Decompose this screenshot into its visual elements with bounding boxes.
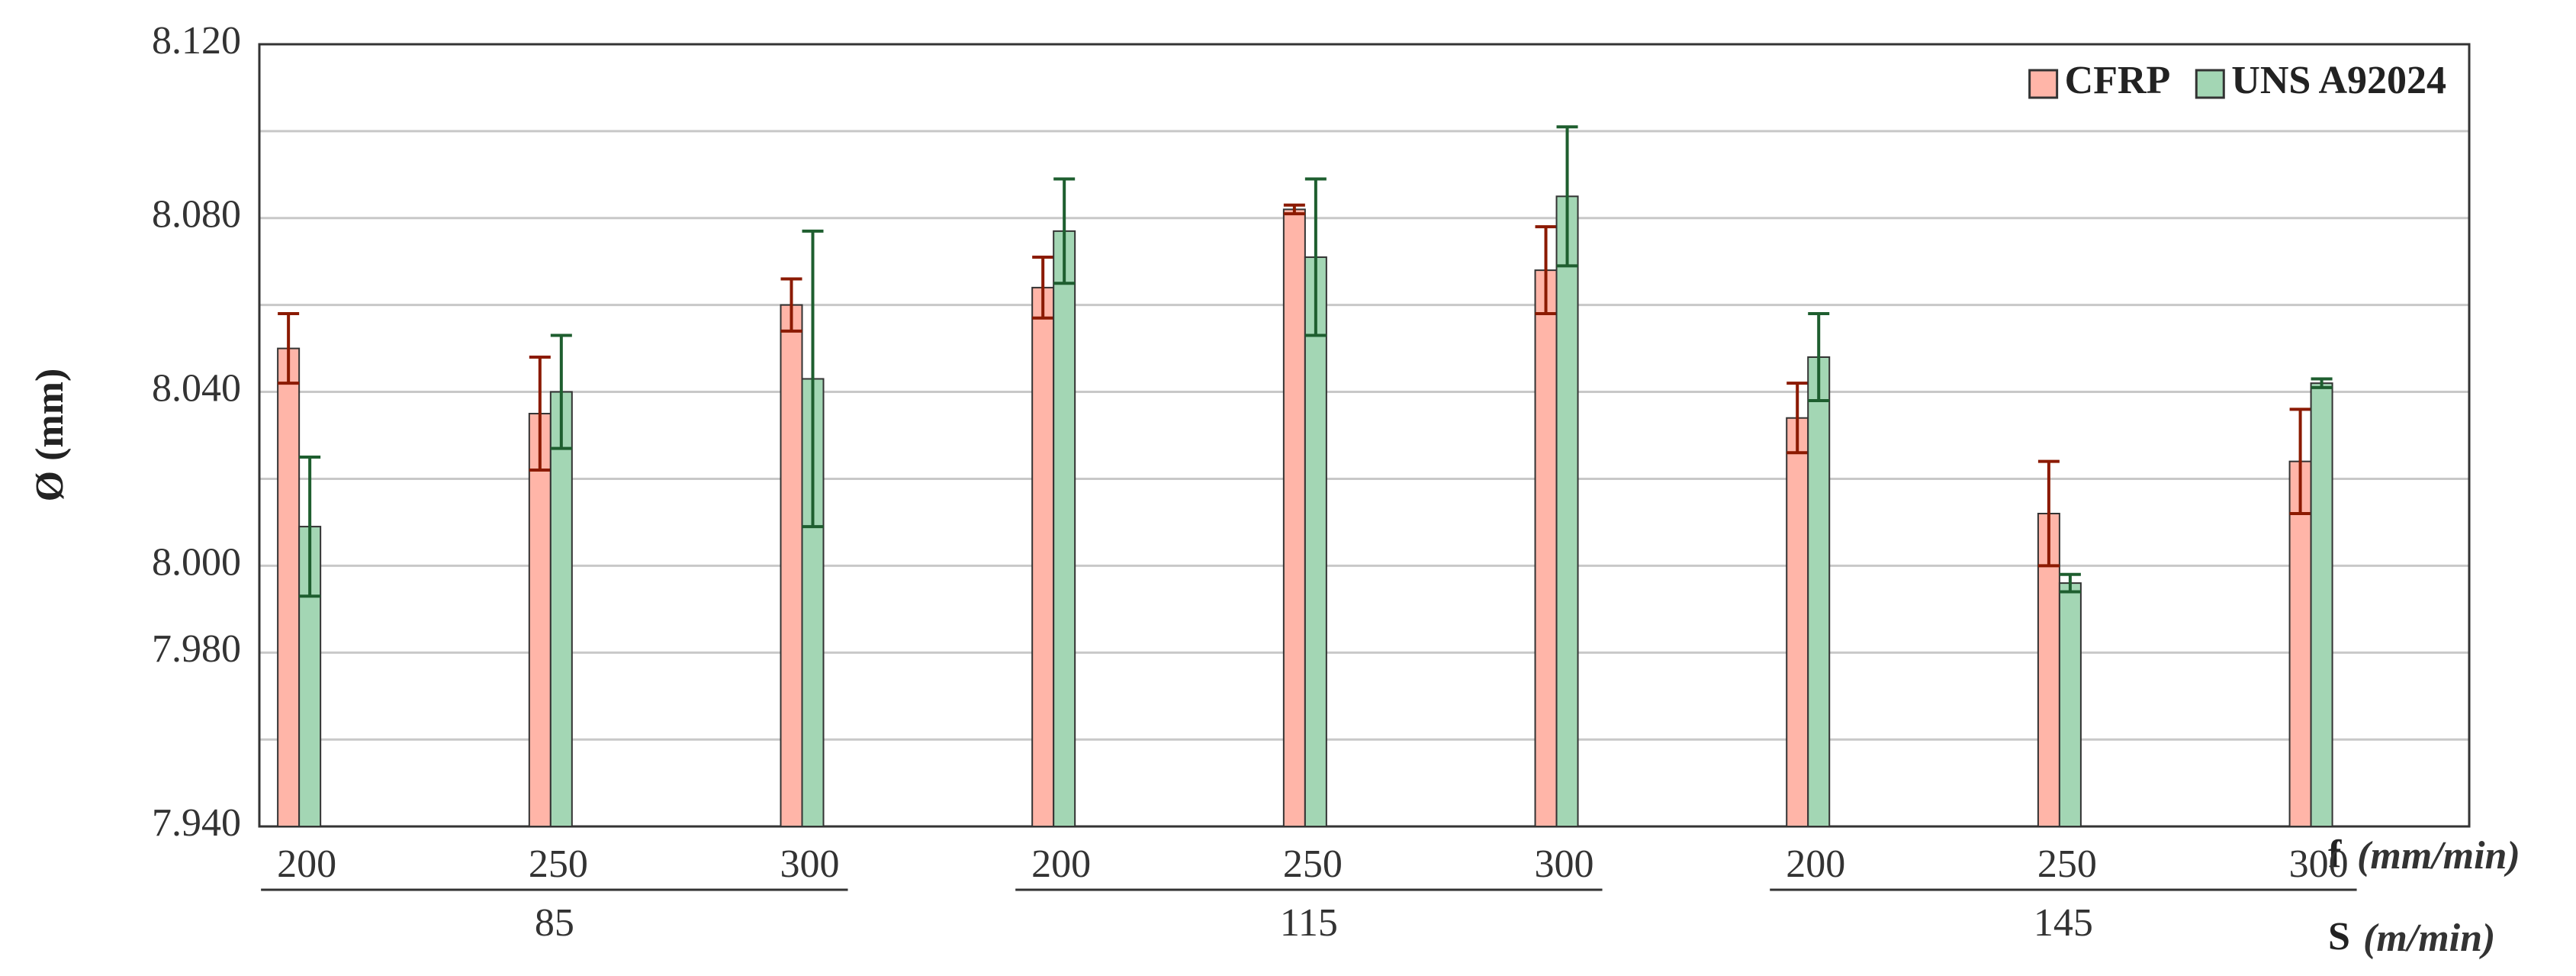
y-tick-label: 8.000 [152, 540, 241, 584]
error-bar [1535, 225, 1557, 316]
y-tick-label: 7.980 [152, 627, 241, 671]
bar [1555, 195, 1579, 827]
error-bar [278, 312, 300, 385]
plot-frame [258, 43, 2471, 828]
bar [1807, 356, 1831, 827]
x-tick-label: 250 [2037, 842, 2097, 886]
error-bar [299, 455, 321, 598]
bar [2310, 382, 2333, 827]
bar [549, 391, 573, 827]
x-tick-label: 200 [277, 842, 336, 886]
error-bar [2311, 377, 2333, 389]
x-axis-unit: (mm/min) [2357, 834, 2520, 878]
bar [1304, 256, 1327, 827]
group-axis-label: S [2328, 915, 2350, 958]
error-bar [1556, 125, 1578, 268]
error-bar [802, 229, 824, 529]
error-bar [550, 333, 572, 450]
error-bar [1786, 382, 1809, 455]
x-tick-label: 250 [529, 842, 588, 886]
bar [2058, 582, 2082, 827]
group-label: 115 [1280, 901, 1338, 945]
x-tick-label: 300 [1535, 842, 1594, 886]
error-bar [1053, 177, 1076, 285]
error-bar [2037, 459, 2060, 568]
x-tick-label: 200 [1786, 842, 1845, 886]
bar [277, 347, 301, 828]
error-bar [780, 277, 802, 333]
bar [1053, 230, 1076, 828]
error-bar [529, 356, 551, 472]
y-tick-label: 8.080 [152, 193, 241, 237]
group-label: 85 [535, 901, 574, 945]
x-tick-label: 300 [2289, 842, 2349, 886]
bar [2288, 460, 2312, 828]
bar [1534, 269, 1558, 828]
bar [780, 304, 803, 827]
legend-swatch [2028, 69, 2059, 99]
legend-swatch [2195, 69, 2225, 99]
bar [1282, 208, 1306, 827]
bar [1786, 417, 1809, 827]
x-axis-label: f [2328, 833, 2342, 876]
error-bar [1283, 203, 1305, 216]
group-axis-unit: (m/min) [2363, 916, 2495, 960]
bar [1031, 286, 1055, 827]
y-tick-label: 7.940 [152, 801, 241, 845]
error-bar [2059, 572, 2081, 594]
group-label: 145 [2034, 901, 2093, 945]
legend-label: UNS A92024 [2231, 59, 2446, 102]
x-tick-label: 200 [1031, 842, 1091, 886]
error-bar [1808, 312, 1830, 402]
error-bar [2289, 407, 2311, 515]
bar [528, 413, 552, 827]
error-bar [1032, 256, 1054, 320]
x-tick-label: 250 [1283, 842, 1343, 886]
y-tick-label: 8.120 [152, 19, 241, 63]
error-bar [1304, 177, 1327, 337]
x-tick-label: 300 [780, 842, 840, 886]
legend-label: CFRP [2065, 59, 2171, 102]
y-axis-label: Ø (mm) [28, 369, 72, 502]
y-tick-label: 8.040 [152, 366, 241, 410]
